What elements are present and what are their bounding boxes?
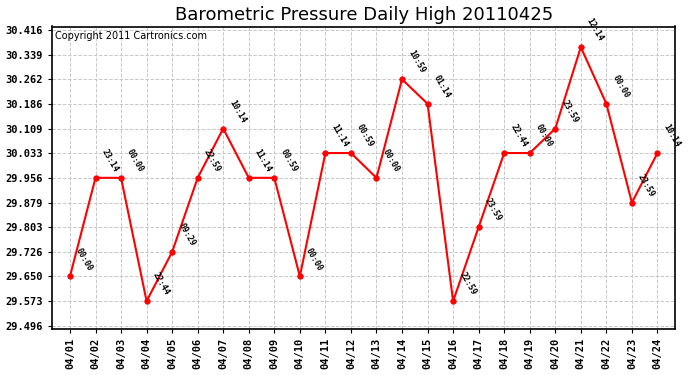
Text: 00:00: 00:00	[304, 246, 324, 272]
Text: 11:14: 11:14	[330, 123, 350, 149]
Text: 10:59: 10:59	[406, 49, 426, 75]
Text: 00:00: 00:00	[381, 147, 401, 174]
Text: 00:00: 00:00	[125, 147, 146, 174]
Text: 22:59: 22:59	[457, 271, 477, 297]
Text: 23:59: 23:59	[483, 197, 503, 223]
Text: 00:00: 00:00	[611, 74, 631, 100]
Text: 10:14: 10:14	[662, 123, 682, 149]
Text: 00:59: 00:59	[355, 123, 375, 149]
Text: 23:59: 23:59	[560, 98, 580, 124]
Text: 23:59: 23:59	[636, 172, 656, 198]
Text: 23:14: 23:14	[99, 147, 120, 174]
Text: Copyright 2011 Cartronics.com: Copyright 2011 Cartronics.com	[55, 31, 207, 41]
Text: 00:00: 00:00	[534, 123, 554, 149]
Text: 00:00: 00:00	[74, 246, 95, 272]
Text: 10:14: 10:14	[228, 98, 248, 124]
Text: 00:59: 00:59	[279, 147, 299, 174]
Text: 22:44: 22:44	[509, 123, 529, 149]
Text: 12:14: 12:14	[585, 17, 605, 43]
Text: 22:44: 22:44	[150, 271, 171, 297]
Text: 22:59: 22:59	[202, 147, 222, 174]
Title: Barometric Pressure Daily High 20110425: Barometric Pressure Daily High 20110425	[175, 6, 553, 24]
Text: 11:14: 11:14	[253, 147, 273, 174]
Text: 01:14: 01:14	[432, 74, 452, 100]
Text: 09:29: 09:29	[177, 222, 197, 248]
